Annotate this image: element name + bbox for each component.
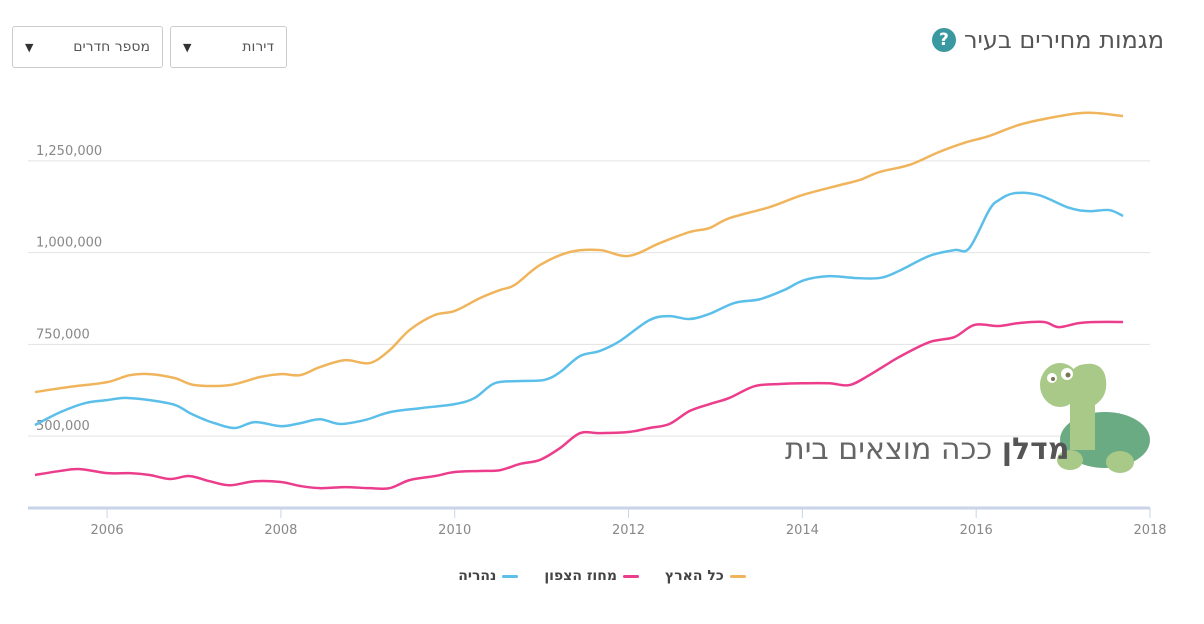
chevron-down-icon: ▼ — [25, 40, 34, 54]
x-tick-label: 2010 — [438, 523, 471, 538]
y-tick-label: 1,000,000 — [36, 236, 102, 251]
rooms-value: מספר חדרים — [73, 39, 150, 55]
rooms-dropdown[interactable]: מספר חדרים ▼ — [12, 26, 163, 68]
legend-item[interactable]: מחוז הצפון — [544, 568, 639, 584]
legend-swatch — [502, 574, 519, 578]
y-tick-label: 500,000 — [36, 419, 90, 434]
property-type-dropdown[interactable]: דירות ▼ — [170, 26, 287, 68]
watermark-brand: מדלן — [1001, 432, 1070, 467]
legend-label: מחוז הצפון — [544, 568, 617, 584]
x-tick-label: 2006 — [91, 523, 124, 538]
x-tick-label: 2014 — [786, 523, 819, 538]
x-tick-label: 2012 — [612, 523, 645, 538]
y-tick-label: 1,250,000 — [36, 144, 102, 159]
chart-legend: כל הארץ מחוז הצפון נהריה — [0, 568, 1204, 584]
series-line — [34, 191, 1124, 430]
chevron-down-icon: ▼ — [183, 40, 192, 54]
page-title: מגמות מחירים בעיר ? — [931, 26, 1164, 54]
y-tick-label: 750,000 — [36, 327, 90, 342]
property-type-value: דירות — [242, 39, 274, 55]
watermark-tagline: ככה מוצאים בית — [785, 432, 993, 467]
series-line — [34, 111, 1124, 394]
legend-label: נהריה — [458, 568, 497, 584]
legend-swatch — [729, 574, 746, 578]
legend-item[interactable]: כל הארץ — [665, 568, 746, 584]
x-tick-label: 2008 — [264, 523, 297, 538]
title-text: מגמות מחירים בעיר — [963, 26, 1164, 54]
x-tick-label: 2016 — [960, 523, 993, 538]
turtle-logo-icon — [1040, 363, 1150, 473]
x-tick-label: 2018 — [1133, 523, 1166, 538]
legend-swatch — [623, 574, 639, 578]
legend-item[interactable]: נהריה — [458, 568, 519, 584]
watermark: מדלן ככה מוצאים בית — [785, 432, 1070, 467]
series-line — [34, 320, 1124, 491]
legend-label: כל הארץ — [665, 568, 724, 584]
help-icon[interactable]: ? — [931, 28, 956, 52]
